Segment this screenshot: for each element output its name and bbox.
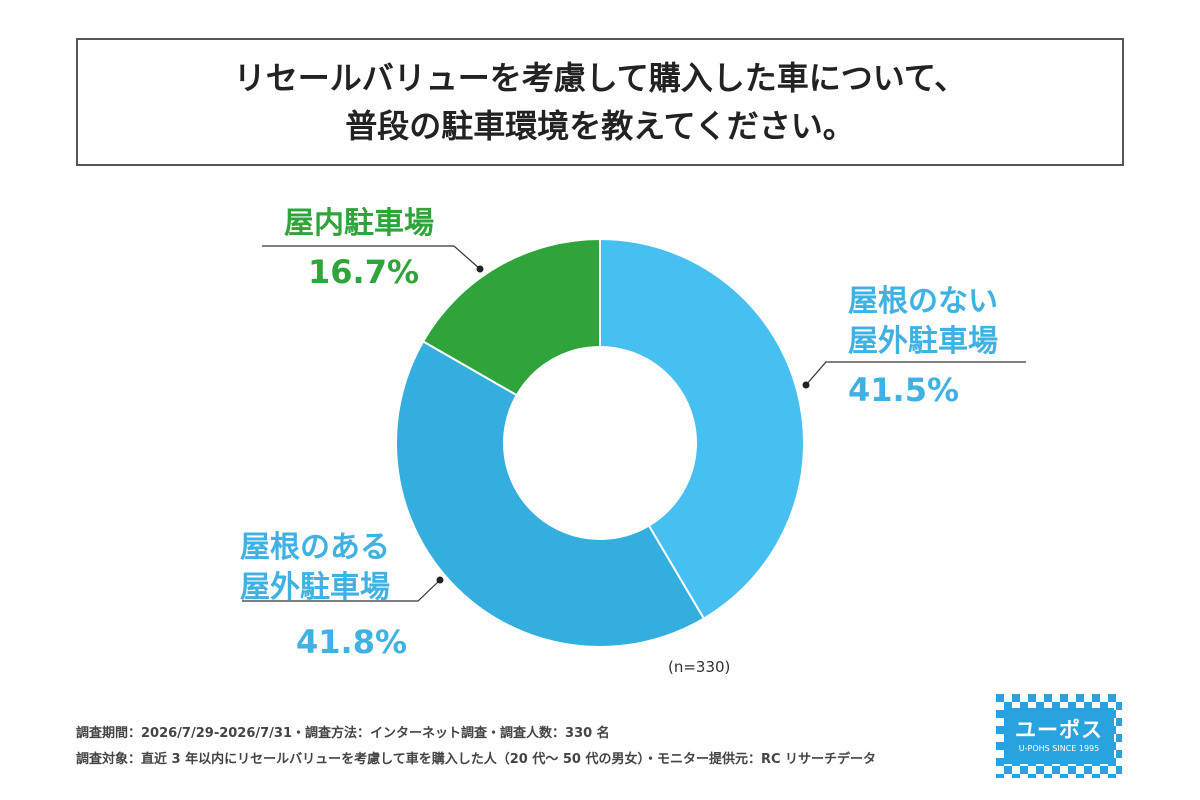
title-box: リセールバリューを考慮して購入した車について、 普段の駐車環境を教えてください。 (76, 38, 1124, 166)
logo-check-square (996, 694, 1004, 702)
label-indoor: 屋内駐車場 16.7% (284, 204, 434, 294)
label-indoor-line1: 屋内駐車場 (284, 206, 434, 241)
logo-check-square (1020, 702, 1028, 710)
title-line-2: 普段の駐車環境を教えてください。 (345, 107, 855, 145)
footer-survey-period: 調査期間：2026/7/29-2026/7/31・調査方法：インターネット調査・… (76, 726, 610, 741)
logo-check-square (1068, 702, 1076, 710)
leader-indoor-dot (476, 265, 484, 273)
logo-check-square (1020, 766, 1028, 774)
leader-roofed-dot (436, 576, 444, 584)
leader-no-roof (805, 361, 1026, 386)
logo-check-square (1116, 718, 1122, 726)
logo-check-square (1052, 702, 1060, 710)
logo-check-square (1092, 694, 1100, 702)
logo-check-square (1116, 702, 1122, 710)
logo-check-square (1012, 694, 1020, 702)
logo-check-square (1004, 702, 1012, 710)
logo-panel: ユーポス U-POHS SINCE 1995 (1004, 708, 1114, 764)
slice-indoor (421, 237, 601, 397)
logo-check-square (1036, 702, 1044, 710)
logo-check-square (1044, 774, 1052, 778)
logo-check-square (1092, 774, 1100, 778)
label-no-roof-outdoor: 屋根のない 屋外駐車場 41.5% (848, 282, 998, 412)
logo-check-square (1060, 774, 1068, 778)
logo-check-square (996, 726, 1004, 734)
logo-name: ユーポス (1015, 718, 1103, 742)
logo-check-square (1076, 774, 1084, 778)
logo-check-square (1116, 734, 1122, 742)
logo-check-square (1100, 702, 1108, 710)
logo-check-square (1036, 766, 1044, 774)
logo-check-square (1116, 750, 1122, 758)
title-line-1: リセールバリューを考慮して購入した車について、 (233, 59, 967, 97)
sample-size: (n=330) (668, 658, 731, 676)
logo-check-square (1108, 774, 1116, 778)
logo-check-square (996, 774, 1004, 778)
logo-check-square (1108, 694, 1116, 702)
logo-check-square (996, 742, 1004, 750)
upos-logo: ユーポス U-POHS SINCE 1995 (996, 694, 1122, 778)
label-roofed-line1: 屋根のある (240, 530, 390, 565)
logo-check-square (1044, 694, 1052, 702)
logo-check-square (996, 710, 1004, 718)
leader-roofed (242, 579, 441, 602)
logo-check-square (1116, 766, 1122, 774)
label-roofed-outdoor: 屋根のある 屋外駐車場 41.8% (240, 528, 407, 664)
logo-check-square (1028, 774, 1036, 778)
label-no-roof-line1: 屋根のない (848, 284, 998, 319)
logo-tagline: U-POHS SINCE 1995 (1018, 744, 1100, 753)
slice-no-roof-outdoor (599, 237, 805, 620)
logo-check-square (1012, 774, 1020, 778)
value-no-roof: 41.5% (848, 371, 960, 409)
logo-check-square (1068, 766, 1076, 774)
value-roofed: 41.8% (296, 623, 408, 661)
footer-survey-target: 調査対象：直近 3 年以内にリセールバリューを考慮して車を購入した人（20 代～… (76, 752, 877, 767)
donut-slices (395, 237, 805, 648)
logo-check-square (1028, 694, 1036, 702)
logo-check-square (1084, 766, 1092, 774)
logo-check-square (1052, 766, 1060, 774)
logo-check-square (996, 758, 1004, 766)
logo-check-square (1060, 694, 1068, 702)
leader-no-roof-dot (802, 381, 810, 389)
logo-check-square (1004, 766, 1012, 774)
label-no-roof-line2: 屋外駐車場 (848, 324, 998, 359)
leader-lines (242, 245, 1026, 602)
value-indoor: 16.7% (308, 253, 420, 291)
logo-check-square (1084, 702, 1092, 710)
logo-check-square (1076, 694, 1084, 702)
leader-indoor (262, 245, 481, 270)
label-roofed-line2: 屋外駐車場 (240, 570, 390, 605)
slice-roofed-outdoor (395, 340, 706, 648)
logo-check-square (1100, 766, 1108, 774)
